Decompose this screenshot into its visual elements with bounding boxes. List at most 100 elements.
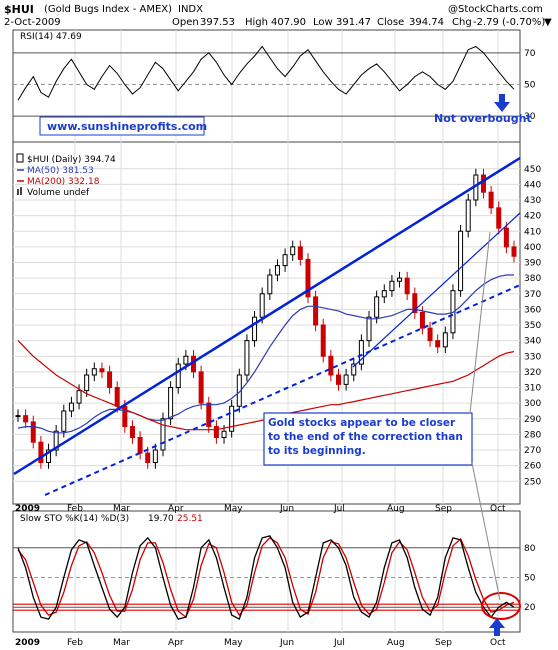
price-candle: [374, 296, 380, 318]
sto-k-line: [17, 535, 515, 621]
x-tick-label: 2009: [15, 638, 40, 648]
legend-ma50: MA(50) 381.53: [27, 166, 94, 176]
sto-d-value: 25.51: [177, 514, 203, 524]
low-label: Low: [313, 17, 333, 28]
x-tick-label: Apr: [168, 638, 184, 648]
price-candle: [496, 207, 502, 229]
callout-line: [469, 231, 491, 414]
callout-line: [471, 462, 501, 601]
price-candle: [351, 363, 357, 376]
price-candle: [358, 340, 364, 365]
price-candle: [465, 199, 471, 232]
price-candle: [404, 277, 410, 295]
rsi-tick-label: 70: [524, 49, 536, 59]
price-candle: [68, 402, 74, 412]
price-candle: [297, 246, 303, 260]
sto-label: Slow STO %K(14) %D(3): [20, 514, 129, 524]
sto-tick-label: 50: [524, 574, 536, 584]
sto-d-line: [17, 537, 515, 619]
price-candle: [76, 390, 82, 404]
price-candle: [145, 452, 151, 463]
close-value: 394.74: [409, 17, 444, 28]
up-arrow-icon: [489, 618, 505, 636]
trend-line-upper: [13, 156, 521, 476]
price-candle: [397, 277, 403, 282]
x-tick-label: Sep: [435, 638, 452, 648]
price-tick-label: 370: [524, 290, 541, 300]
price-candle: [480, 174, 486, 193]
price-candle: [229, 405, 235, 432]
legend-price: $HUI (Daily) 394.74: [27, 155, 116, 165]
sto-layer: [13, 535, 520, 621]
high-value: 407.90: [271, 17, 306, 28]
rsi-annotation: Not overbought: [434, 112, 532, 125]
low-value: 391.47: [336, 17, 371, 28]
price-annotation: Gold stocks appear to be closer to the e…: [268, 417, 463, 457]
price-tick-label: 270: [524, 446, 541, 456]
legend-ma200: MA(200) 332.18: [27, 177, 100, 187]
price-candle: [61, 410, 67, 432]
price-candle: [488, 191, 494, 209]
price-candle: [114, 387, 120, 407]
x-tick-label: Oct: [490, 504, 506, 514]
x-tick-label: May: [224, 638, 243, 648]
price-candle: [46, 449, 52, 463]
close-label: Close: [377, 17, 404, 28]
price-candle: [175, 363, 181, 388]
price-candle: [267, 274, 273, 295]
rsi-tick-label: 30: [524, 112, 536, 122]
trend-line-support: [352, 212, 521, 368]
x-tick-label: Jul: [333, 638, 345, 648]
price-tick-label: 380: [524, 274, 541, 284]
price-candle: [168, 387, 174, 420]
price-candle: [305, 258, 311, 298]
price-candle: [290, 246, 296, 256]
chg-value: -2.79 (-0.70%): [473, 17, 545, 28]
x-tick-label: 2009: [15, 504, 40, 514]
price-tick-label: 440: [524, 180, 541, 190]
price-candle: [450, 290, 456, 334]
rsi-layer: [17, 45, 515, 101]
price-candle: [152, 449, 158, 463]
x-tick-label: Apr: [168, 504, 184, 514]
highlight-circle: [481, 592, 521, 620]
annotation-box: [263, 412, 473, 466]
x-tick-label: Oct: [490, 638, 506, 648]
price-candle: [381, 290, 387, 298]
price-candle: [259, 293, 265, 318]
price-candle: [412, 293, 418, 313]
open-label: Open: [172, 17, 199, 28]
x-tick-label: Jun: [279, 504, 294, 514]
x-tick-label: May: [224, 504, 243, 514]
up-arrow-icon: [494, 94, 510, 112]
price-candle: [442, 332, 448, 348]
price-candle: [198, 371, 204, 404]
price-candle: [419, 312, 425, 329]
price-candle: [206, 402, 212, 428]
price-candle: [282, 254, 288, 267]
brand-label: @StockCharts.com: [448, 4, 543, 15]
high-label: High: [245, 17, 268, 28]
x-tick-label: Aug: [387, 638, 405, 648]
rsi-line: [17, 45, 515, 101]
price-candle: [503, 227, 509, 248]
price-tick-label: 450: [524, 165, 541, 175]
rsi-tick-label: 50: [524, 81, 536, 91]
price-tick-label: 330: [524, 352, 541, 362]
chart-subtitle: (Gold Bugs Index - AMEX): [44, 4, 172, 15]
price-candle: [366, 316, 372, 342]
ma50-line: [17, 274, 514, 434]
x-tick-label: Jun: [279, 638, 294, 648]
sto-panel: [12, 510, 521, 633]
candle-icon: [16, 153, 24, 163]
chg-down-icon: ▼: [544, 17, 552, 28]
price-tick-label: 280: [524, 430, 541, 440]
price-candle: [274, 265, 280, 276]
price-candle: [252, 316, 258, 342]
x-tick-label: Jul: [333, 504, 345, 514]
price-candle: [511, 246, 517, 257]
price-tick-label: 290: [524, 415, 541, 425]
x-tick-label: Sep: [435, 504, 452, 514]
open-value: 397.53: [200, 17, 235, 28]
price-candle: [335, 374, 341, 385]
